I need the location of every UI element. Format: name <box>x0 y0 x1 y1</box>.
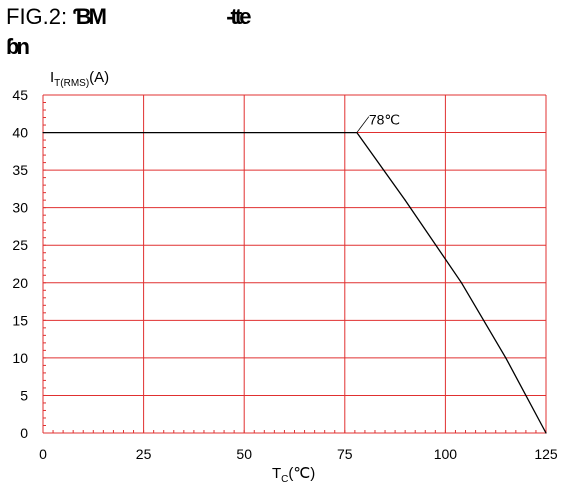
y-tick-label-40: 40 <box>12 125 28 141</box>
y-tick-label-35: 35 <box>12 162 28 178</box>
y-tick-label-10: 10 <box>12 350 28 366</box>
title-prefix: FIG.2: <box>6 4 68 29</box>
grid <box>42 94 547 434</box>
x-tick-labels: 0 25 50 75 100 125 <box>39 446 558 462</box>
data-point <box>404 199 406 201</box>
x-tick-label-125: 125 <box>534 446 558 462</box>
y-axis-label: IT(RMS)(A) <box>50 69 109 89</box>
x-tick-label-100: 100 <box>434 446 458 462</box>
chart-title-line-2: ɓn <box>6 34 30 59</box>
title-garbled-c: ɓn <box>6 34 30 59</box>
chart-title-line-1: FIG.2: ƁM -tte <box>6 4 251 29</box>
data-point <box>42 131 44 134</box>
annotation-bg <box>362 110 413 127</box>
y-tick-label-45: 45 <box>12 87 28 103</box>
x-axis-label-sub: C <box>281 474 288 485</box>
title-garbled-a: ƁM <box>73 4 107 29</box>
y-tick-label-15: 15 <box>12 312 28 328</box>
data-point <box>460 282 463 284</box>
x-tick-label-75: 75 <box>337 446 353 462</box>
y-tick-label-25: 25 <box>12 237 28 253</box>
x-tick-label-50: 50 <box>236 446 252 462</box>
x-tick-label-0: 0 <box>39 446 47 462</box>
x-tick-label-25: 25 <box>136 446 152 462</box>
y-tick-label-30: 30 <box>12 200 28 216</box>
y-tick-label-20: 20 <box>12 275 28 291</box>
annotations: 78℃ <box>356 110 413 133</box>
y-tick-labels: 0 5 10 15 20 25 30 35 40 45 <box>12 87 28 441</box>
x-axis-label-main: T <box>272 465 281 482</box>
minor-ticks <box>42 94 547 434</box>
y-axis-label-main: I <box>50 69 54 86</box>
data-point <box>545 432 547 434</box>
series-line-0 <box>43 131 547 434</box>
x-axis-label: TC(℃) <box>272 465 315 485</box>
annotation-label-0: 78℃ <box>369 112 400 128</box>
x-axis-label-suffix: (℃) <box>288 465 315 482</box>
annotation-leader <box>356 116 370 133</box>
y-axis-label-sub: T(RMS) <box>54 78 89 89</box>
title-garbled-b: -tte <box>226 4 251 29</box>
y-tick-label-0: 0 <box>20 425 28 441</box>
data-point <box>505 357 507 359</box>
y-tick-label-5: 5 <box>20 387 28 403</box>
y-axis-label-suffix: (A) <box>89 69 109 86</box>
